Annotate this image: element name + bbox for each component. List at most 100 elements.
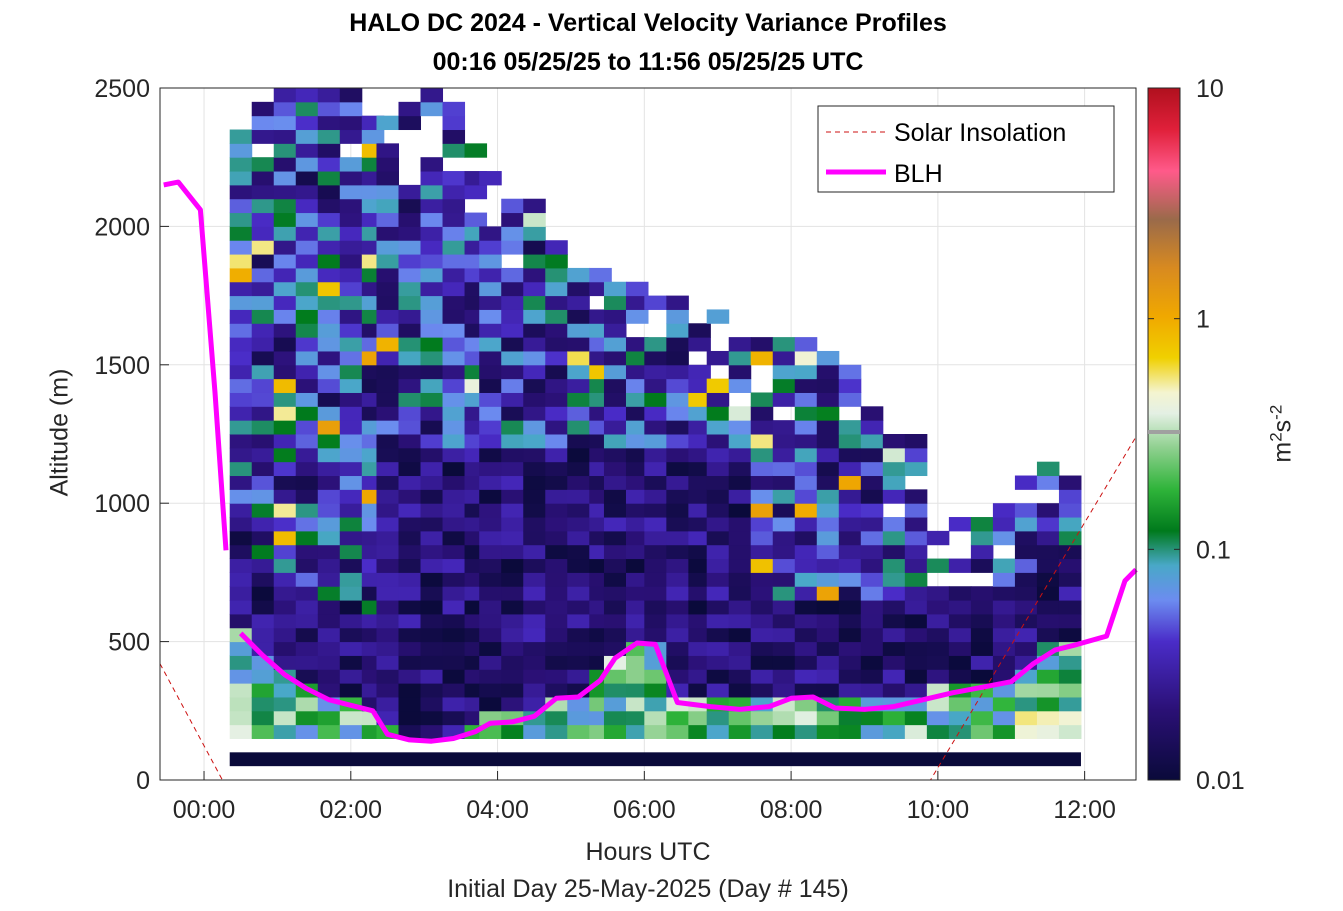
variance-cell	[567, 544, 590, 560]
x-tick-label: 06:00	[613, 796, 676, 824]
variance-cell	[523, 378, 546, 393]
variance-cell	[376, 337, 399, 352]
variance-cell	[545, 669, 568, 684]
variance-cell	[317, 655, 341, 670]
variance-cell	[992, 600, 1016, 615]
variance-cell	[295, 434, 319, 449]
variance-cell	[992, 558, 1016, 573]
variance-cell	[545, 724, 568, 739]
variance-cell	[317, 378, 341, 393]
variance-cell	[442, 254, 466, 269]
variance-cell	[816, 350, 840, 366]
variance-cell	[816, 655, 840, 670]
variance-cell	[442, 129, 466, 144]
variance-cell	[442, 683, 466, 698]
variance-cell	[948, 600, 972, 615]
variance-cell	[545, 240, 568, 255]
variance-cell	[523, 212, 546, 227]
variance-cell	[317, 323, 341, 338]
variance-cell	[750, 558, 774, 573]
variance-cell	[479, 406, 502, 421]
variance-cell	[251, 254, 275, 269]
variance-cell	[229, 572, 253, 587]
variance-cell	[816, 461, 840, 477]
variance-cell	[1036, 461, 1060, 477]
variance-cell	[545, 475, 568, 490]
variance-cell	[882, 475, 906, 490]
variance-cell	[772, 364, 796, 380]
variance-cell	[838, 572, 862, 587]
variance-cell	[1036, 627, 1060, 643]
variance-cell	[545, 572, 568, 587]
variance-cell	[251, 184, 275, 200]
variance-cell	[295, 309, 319, 324]
variance-cell	[666, 572, 689, 587]
variance-cell	[816, 517, 840, 532]
variance-cell	[376, 295, 399, 310]
variance-cell	[339, 544, 363, 560]
variance-cell	[273, 350, 297, 366]
variance-cell	[376, 323, 399, 338]
variance-cell	[398, 710, 422, 726]
variance-cell	[420, 337, 444, 352]
variance-cell	[688, 323, 711, 338]
y-tick-label: 0	[136, 767, 150, 795]
variance-cell	[442, 503, 466, 518]
variance-cell	[339, 240, 363, 255]
variance-cell	[420, 267, 444, 283]
variance-cell	[273, 101, 297, 117]
variance-cell	[860, 544, 884, 560]
variance-cell	[501, 586, 524, 601]
variance-cell	[442, 267, 466, 283]
legend-blh-label: BLH	[894, 160, 943, 188]
variance-cell	[376, 143, 399, 158]
variance-cell	[688, 475, 711, 490]
variance-cell	[567, 420, 590, 435]
variance-cell	[603, 475, 627, 490]
variance-cell	[545, 434, 568, 449]
variance-cell	[317, 503, 341, 518]
variance-cell	[728, 420, 752, 435]
variance-cell	[479, 364, 502, 380]
variance-cell	[706, 613, 730, 629]
variance-cell	[567, 613, 590, 629]
variance-cell	[295, 184, 319, 200]
variance-cell	[1014, 683, 1038, 698]
variance-cell	[567, 350, 590, 366]
variance-cell	[229, 710, 253, 726]
variance-cell	[567, 461, 590, 477]
variance-cell	[688, 392, 711, 407]
variance-cell	[229, 129, 253, 144]
variance-cell	[567, 406, 590, 421]
variance-cell	[501, 406, 524, 421]
variance-cell	[442, 710, 466, 726]
variance-cell	[295, 364, 319, 380]
variance-cell	[603, 710, 627, 726]
variance-cell	[479, 240, 502, 255]
variance-cell	[644, 392, 667, 407]
variance-cell	[398, 503, 422, 518]
variance-cell	[398, 240, 422, 255]
chart-title: HALO DC 2024 - Vertical Velocity Varianc…	[349, 9, 947, 37]
variance-cell	[420, 226, 444, 241]
variance-cell	[772, 655, 796, 670]
y-tick-label: 1000	[94, 490, 150, 518]
variance-cell	[523, 392, 546, 407]
variance-cell	[728, 350, 752, 366]
variance-cell	[688, 627, 711, 643]
variance-cell	[882, 489, 906, 504]
variance-cell	[992, 641, 1016, 656]
variance-cell	[479, 586, 502, 601]
variance-cell	[317, 171, 341, 186]
variance-cell	[706, 461, 730, 477]
variance-cell	[229, 309, 253, 324]
variance-cell	[706, 544, 730, 560]
variance-cell	[398, 323, 422, 338]
variance-cell	[501, 572, 524, 587]
variance-cell	[644, 517, 667, 532]
variance-cell	[625, 378, 649, 393]
variance-cell	[728, 378, 752, 393]
variance-cell	[376, 406, 399, 421]
variance-cell	[442, 378, 466, 393]
variance-cell	[251, 295, 275, 310]
